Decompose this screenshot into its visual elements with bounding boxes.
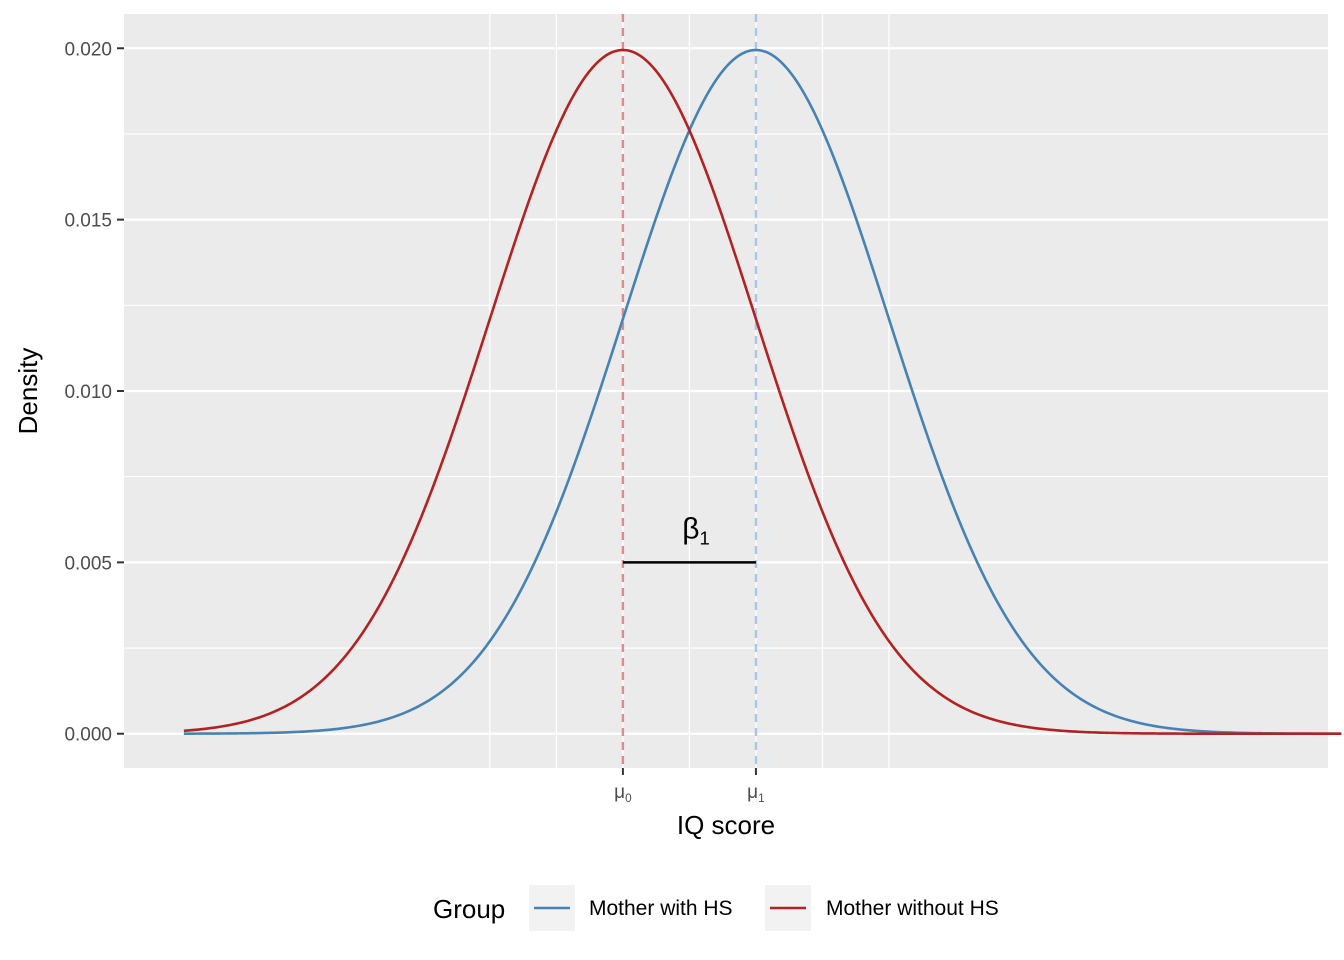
legend-label-with-hs: Mother with HS (589, 897, 733, 920)
legend-label-without-hs: Mother without HS (826, 897, 999, 920)
beta-annotation: β1 (682, 512, 710, 548)
y-axis: 0.000 0.005 0.010 0.015 0.020 (64, 39, 124, 746)
y-tick-label: 0.015 (64, 211, 112, 232)
x-tick-label-1: μ1 (747, 782, 765, 805)
density-curves (183, 48, 1342, 736)
x-axis: μ0 μ1 (614, 768, 765, 805)
y-axis-title: Density (13, 348, 43, 435)
beta-label: β1 (682, 512, 710, 548)
y-tick-label: 0.010 (64, 382, 112, 403)
major-gridlines (124, 47, 1328, 735)
x-tick-label-0: μ0 (614, 782, 632, 805)
legend: Group Mother with HS Mother without HS (433, 885, 999, 931)
series-line-1 (183, 48, 1342, 736)
y-tick-label: 0.000 (64, 725, 112, 746)
x-axis-title: IQ score (677, 810, 775, 840)
y-tick-label: 0.020 (64, 39, 112, 60)
legend-title: Group (433, 894, 505, 924)
series-line-0 (183, 48, 1342, 735)
y-tick-label: 0.005 (64, 553, 112, 574)
